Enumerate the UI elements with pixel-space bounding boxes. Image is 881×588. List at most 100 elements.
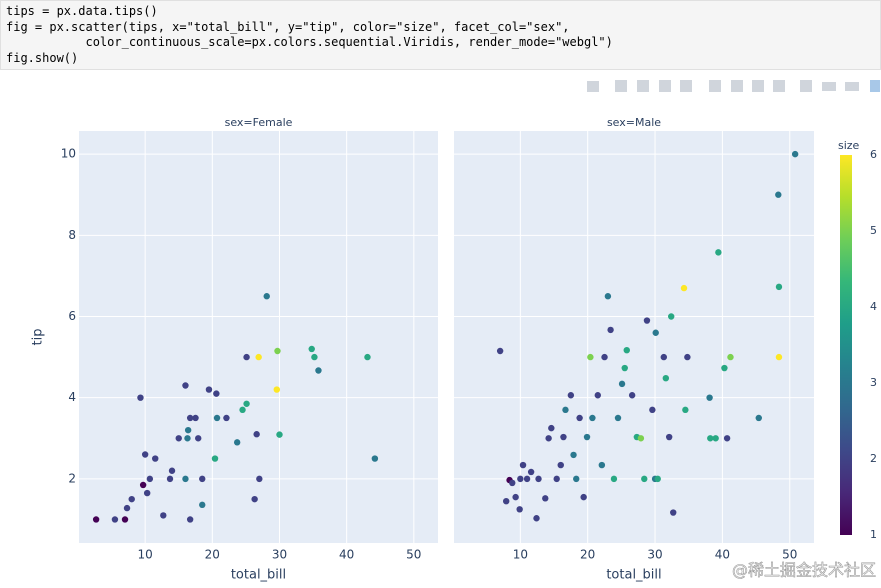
modebar-button[interactable] [870, 80, 880, 92]
point [580, 493, 587, 501]
point [641, 475, 648, 483]
plot-area [454, 131, 814, 543]
modebar-button[interactable] [731, 80, 743, 92]
x-tick-label: 10 [138, 548, 153, 562]
modebar-button[interactable] [773, 80, 785, 92]
point [715, 249, 722, 256]
point [548, 424, 555, 432]
point [535, 475, 542, 483]
point [123, 504, 131, 512]
point [623, 346, 630, 354]
point [496, 347, 504, 355]
point [668, 313, 675, 320]
modebar-button[interactable] [587, 81, 599, 92]
x-tick-label: 20 [580, 548, 595, 562]
point [92, 516, 100, 523]
point [601, 353, 608, 361]
point [755, 414, 762, 422]
point [192, 414, 199, 422]
modebar[interactable] [587, 80, 880, 92]
y-tick-label: 10 [61, 147, 76, 161]
modebar-button[interactable] [659, 80, 671, 92]
point [223, 414, 230, 422]
x-tick-label: 30 [647, 548, 662, 562]
point [727, 353, 734, 361]
point [660, 353, 668, 361]
point [618, 380, 626, 388]
x-tick-label: 50 [782, 548, 797, 562]
point [184, 426, 192, 434]
colorbar-tick-label: 5 [870, 224, 877, 237]
point [137, 394, 144, 401]
point [509, 479, 516, 487]
modebar-button[interactable] [800, 80, 812, 92]
colorbar-tick-label: 4 [870, 300, 877, 313]
facet-title: sex=Male [607, 116, 661, 129]
colorbar-tick-label: 3 [870, 376, 877, 389]
modebar-button[interactable] [637, 80, 649, 92]
code-line: tips = px.data.tips() [6, 4, 158, 18]
point [712, 435, 719, 442]
x-tick-label: 40 [339, 548, 354, 562]
point [211, 455, 219, 462]
modebar-button[interactable] [822, 82, 836, 91]
plot-area [79, 131, 438, 543]
point [562, 406, 569, 414]
y-tick-label: 6 [68, 309, 76, 323]
point [111, 516, 119, 523]
point [199, 501, 206, 509]
point [598, 461, 606, 469]
point [542, 495, 549, 502]
point [570, 451, 577, 459]
point [128, 495, 135, 503]
point [621, 364, 628, 372]
point [243, 353, 250, 361]
point [184, 435, 191, 442]
point [553, 475, 560, 483]
point [604, 293, 612, 300]
point [160, 512, 167, 519]
point [567, 392, 575, 399]
modebar-button[interactable] [680, 80, 692, 92]
point [168, 467, 176, 474]
point [143, 489, 151, 497]
colorbar-tick-label: 6 [870, 148, 877, 161]
point [560, 433, 567, 441]
modebar-button[interactable] [845, 82, 859, 91]
point [576, 414, 583, 422]
point [121, 516, 129, 523]
point [213, 414, 221, 422]
point [175, 435, 182, 442]
y-tick-label: 4 [68, 390, 76, 404]
colorbar-tick-label: 1 [870, 528, 877, 541]
point [141, 451, 149, 458]
point [654, 475, 661, 483]
facet-title: sex=Female [225, 116, 293, 129]
point [146, 475, 154, 483]
x-axis-title: total_bill [231, 568, 286, 583]
point [573, 475, 580, 483]
point [533, 515, 540, 522]
point [166, 475, 174, 483]
point [263, 293, 270, 300]
point [195, 435, 202, 442]
point [791, 150, 799, 158]
point [308, 345, 315, 353]
point [628, 392, 636, 399]
x-axis-title: total_bill [606, 568, 661, 583]
modebar-button[interactable] [709, 80, 721, 92]
point [255, 353, 262, 361]
point [256, 475, 263, 483]
modebar-button[interactable] [615, 80, 627, 92]
point [315, 367, 322, 374]
point [723, 435, 731, 442]
point [637, 435, 645, 442]
modebar-button[interactable] [752, 80, 764, 92]
point [670, 509, 677, 516]
point [643, 317, 651, 324]
point [274, 347, 281, 355]
point [186, 414, 194, 422]
point [589, 414, 596, 422]
point [706, 394, 713, 401]
